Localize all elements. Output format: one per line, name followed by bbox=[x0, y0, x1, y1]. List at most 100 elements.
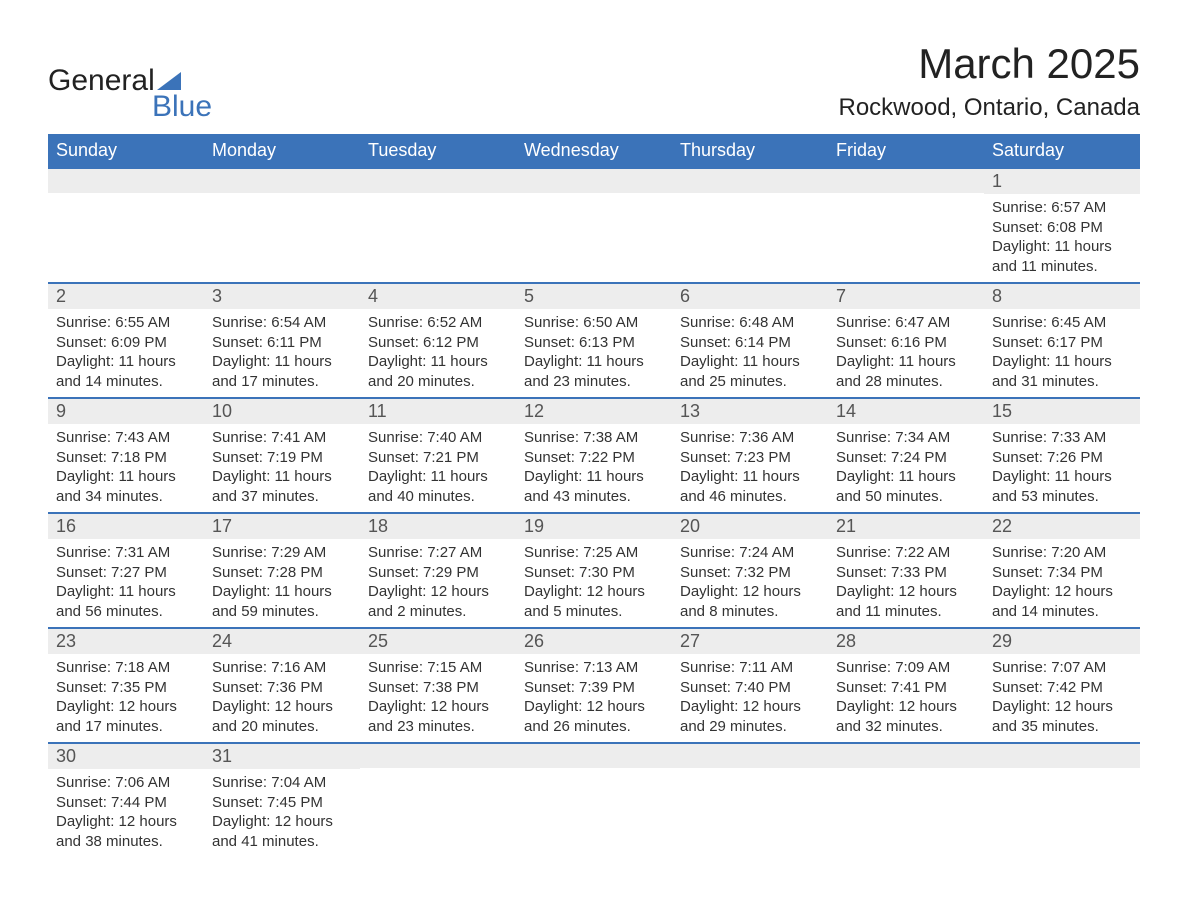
day-daylight2: and 56 minutes. bbox=[56, 602, 196, 622]
day-daylight1: Daylight: 12 hours bbox=[56, 697, 196, 717]
day-number-empty bbox=[360, 744, 516, 768]
day-daylight1: Daylight: 11 hours bbox=[992, 237, 1132, 257]
day-daylight2: and 50 minutes. bbox=[836, 487, 976, 507]
day-daylight1: Daylight: 11 hours bbox=[56, 352, 196, 372]
calendar-day-cell: 29Sunrise: 7:07 AMSunset: 7:42 PMDayligh… bbox=[984, 628, 1140, 743]
day-number: 23 bbox=[48, 629, 204, 654]
day-number: 21 bbox=[828, 514, 984, 539]
day-daylight1: Daylight: 11 hours bbox=[524, 352, 664, 372]
day-number: 19 bbox=[516, 514, 672, 539]
day-content-empty bbox=[672, 193, 828, 253]
title-block: March 2025 Rockwood, Ontario, Canada bbox=[839, 40, 1141, 122]
day-content: Sunrise: 7:22 AMSunset: 7:33 PMDaylight:… bbox=[828, 539, 984, 627]
day-content: Sunrise: 7:13 AMSunset: 7:39 PMDaylight:… bbox=[516, 654, 672, 742]
day-content-empty bbox=[516, 768, 672, 828]
calendar-day-cell: 5Sunrise: 6:50 AMSunset: 6:13 PMDaylight… bbox=[516, 283, 672, 398]
calendar-day-cell: 27Sunrise: 7:11 AMSunset: 7:40 PMDayligh… bbox=[672, 628, 828, 743]
day-daylight2: and 25 minutes. bbox=[680, 372, 820, 392]
calendar-day-cell: 11Sunrise: 7:40 AMSunset: 7:21 PMDayligh… bbox=[360, 398, 516, 513]
day-sunrise: Sunrise: 7:16 AM bbox=[212, 658, 352, 678]
day-daylight2: and 17 minutes. bbox=[212, 372, 352, 392]
day-number: 29 bbox=[984, 629, 1140, 654]
calendar-week-row: 23Sunrise: 7:18 AMSunset: 7:35 PMDayligh… bbox=[48, 628, 1140, 743]
day-sunset: Sunset: 7:22 PM bbox=[524, 448, 664, 468]
day-sunrise: Sunrise: 7:36 AM bbox=[680, 428, 820, 448]
calendar-week-row: 1Sunrise: 6:57 AMSunset: 6:08 PMDaylight… bbox=[48, 168, 1140, 283]
day-number: 22 bbox=[984, 514, 1140, 539]
day-sunset: Sunset: 7:39 PM bbox=[524, 678, 664, 698]
day-sunrise: Sunrise: 7:33 AM bbox=[992, 428, 1132, 448]
day-daylight1: Daylight: 11 hours bbox=[212, 467, 352, 487]
day-daylight1: Daylight: 12 hours bbox=[680, 697, 820, 717]
day-number: 14 bbox=[828, 399, 984, 424]
day-sunset: Sunset: 7:33 PM bbox=[836, 563, 976, 583]
day-sunrise: Sunrise: 6:47 AM bbox=[836, 313, 976, 333]
day-daylight2: and 59 minutes. bbox=[212, 602, 352, 622]
calendar-day-cell: 28Sunrise: 7:09 AMSunset: 7:41 PMDayligh… bbox=[828, 628, 984, 743]
day-daylight1: Daylight: 12 hours bbox=[836, 697, 976, 717]
day-daylight2: and 41 minutes. bbox=[212, 832, 352, 852]
day-number-empty bbox=[672, 744, 828, 768]
day-sunrise: Sunrise: 7:22 AM bbox=[836, 543, 976, 563]
day-daylight2: and 35 minutes. bbox=[992, 717, 1132, 737]
day-sunset: Sunset: 7:32 PM bbox=[680, 563, 820, 583]
day-header: Monday bbox=[204, 134, 360, 168]
day-sunset: Sunset: 7:30 PM bbox=[524, 563, 664, 583]
calendar-day-cell: 12Sunrise: 7:38 AMSunset: 7:22 PMDayligh… bbox=[516, 398, 672, 513]
day-daylight1: Daylight: 12 hours bbox=[992, 697, 1132, 717]
day-number: 27 bbox=[672, 629, 828, 654]
day-content: Sunrise: 7:07 AMSunset: 7:42 PMDaylight:… bbox=[984, 654, 1140, 742]
day-sunset: Sunset: 7:19 PM bbox=[212, 448, 352, 468]
day-daylight2: and 5 minutes. bbox=[524, 602, 664, 622]
day-sunset: Sunset: 6:14 PM bbox=[680, 333, 820, 353]
calendar-day-cell bbox=[672, 743, 828, 857]
calendar-day-cell bbox=[828, 168, 984, 283]
calendar-day-cell: 8Sunrise: 6:45 AMSunset: 6:17 PMDaylight… bbox=[984, 283, 1140, 398]
calendar-day-cell bbox=[984, 743, 1140, 857]
day-header-row: SundayMondayTuesdayWednesdayThursdayFrid… bbox=[48, 134, 1140, 168]
day-content: Sunrise: 7:24 AMSunset: 7:32 PMDaylight:… bbox=[672, 539, 828, 627]
day-number-empty bbox=[516, 169, 672, 193]
calendar-week-row: 30Sunrise: 7:06 AMSunset: 7:44 PMDayligh… bbox=[48, 743, 1140, 857]
day-sunset: Sunset: 7:26 PM bbox=[992, 448, 1132, 468]
day-sunset: Sunset: 7:24 PM bbox=[836, 448, 976, 468]
day-number: 10 bbox=[204, 399, 360, 424]
day-content: Sunrise: 7:04 AMSunset: 7:45 PMDaylight:… bbox=[204, 769, 360, 857]
calendar-day-cell: 23Sunrise: 7:18 AMSunset: 7:35 PMDayligh… bbox=[48, 628, 204, 743]
day-number: 4 bbox=[360, 284, 516, 309]
day-sunrise: Sunrise: 7:29 AM bbox=[212, 543, 352, 563]
day-number-empty bbox=[828, 169, 984, 193]
day-sunrise: Sunrise: 7:20 AM bbox=[992, 543, 1132, 563]
day-header: Tuesday bbox=[360, 134, 516, 168]
day-daylight2: and 23 minutes. bbox=[368, 717, 508, 737]
day-content: Sunrise: 6:47 AMSunset: 6:16 PMDaylight:… bbox=[828, 309, 984, 397]
day-number: 18 bbox=[360, 514, 516, 539]
day-daylight1: Daylight: 11 hours bbox=[368, 352, 508, 372]
calendar-day-cell: 25Sunrise: 7:15 AMSunset: 7:38 PMDayligh… bbox=[360, 628, 516, 743]
calendar-day-cell: 1Sunrise: 6:57 AMSunset: 6:08 PMDaylight… bbox=[984, 168, 1140, 283]
calendar-day-cell bbox=[48, 168, 204, 283]
calendar-thead: SundayMondayTuesdayWednesdayThursdayFrid… bbox=[48, 134, 1140, 168]
day-header: Thursday bbox=[672, 134, 828, 168]
day-daylight2: and 11 minutes. bbox=[836, 602, 976, 622]
day-daylight2: and 38 minutes. bbox=[56, 832, 196, 852]
day-sunrise: Sunrise: 7:18 AM bbox=[56, 658, 196, 678]
month-title: March 2025 bbox=[839, 40, 1141, 88]
day-daylight1: Daylight: 11 hours bbox=[524, 467, 664, 487]
day-sunset: Sunset: 7:27 PM bbox=[56, 563, 196, 583]
day-daylight1: Daylight: 11 hours bbox=[680, 467, 820, 487]
day-sunrise: Sunrise: 7:43 AM bbox=[56, 428, 196, 448]
day-content: Sunrise: 7:29 AMSunset: 7:28 PMDaylight:… bbox=[204, 539, 360, 627]
day-sunrise: Sunrise: 6:55 AM bbox=[56, 313, 196, 333]
day-daylight2: and 23 minutes. bbox=[524, 372, 664, 392]
day-content: Sunrise: 7:38 AMSunset: 7:22 PMDaylight:… bbox=[516, 424, 672, 512]
day-daylight2: and 11 minutes. bbox=[992, 257, 1132, 277]
logo-text-general: General bbox=[48, 66, 155, 96]
day-sunrise: Sunrise: 7:38 AM bbox=[524, 428, 664, 448]
day-daylight2: and 32 minutes. bbox=[836, 717, 976, 737]
calendar-day-cell bbox=[828, 743, 984, 857]
calendar-day-cell bbox=[360, 743, 516, 857]
day-sunrise: Sunrise: 7:13 AM bbox=[524, 658, 664, 678]
day-number: 16 bbox=[48, 514, 204, 539]
day-daylight1: Daylight: 12 hours bbox=[212, 812, 352, 832]
